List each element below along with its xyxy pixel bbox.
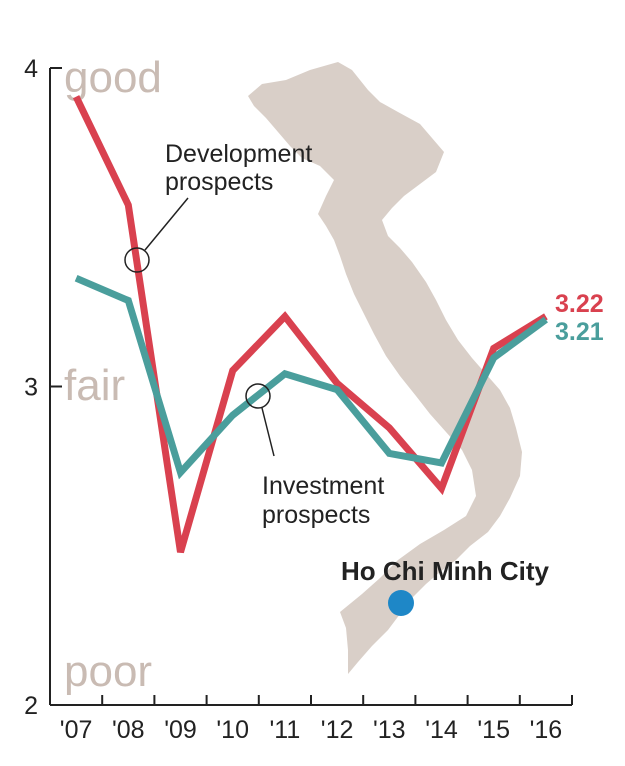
development-end-label: 3.22	[555, 290, 604, 318]
development-callout-line2: prospects	[165, 168, 273, 196]
quality-word-fair: fair	[64, 361, 125, 410]
quality-word-poor: poor	[64, 647, 152, 696]
x-tick-label: '07	[60, 716, 93, 744]
x-tick-label: '15	[477, 716, 510, 744]
x-tick-label: '16	[530, 716, 563, 744]
series-layer	[72, 95, 548, 554]
investment-end-label: 3.21	[555, 318, 604, 346]
y-tick-label: 4	[24, 55, 38, 83]
x-tick-label: '11	[270, 716, 301, 744]
y-ticks: 2 3 4	[24, 55, 62, 720]
x-ticks: '07 '08 '09 '10 '11 '12 '13 '14 '15 '16	[49, 695, 573, 744]
vietnam-map-silhouette	[248, 62, 522, 674]
x-tick-label: '13	[373, 716, 406, 744]
y-tick-label: 2	[24, 692, 38, 720]
y-tick-label: 3	[24, 374, 38, 402]
investment-callout-line1: Investment	[262, 472, 384, 500]
investment-callout-line2: prospects	[262, 501, 370, 529]
x-tick-label: '08	[112, 716, 145, 744]
development-callout-circle	[124, 247, 150, 273]
x-tick-label: '09	[164, 716, 197, 744]
x-tick-label: '12	[321, 716, 354, 744]
development-callout-leader	[144, 197, 189, 251]
development-callout-line1: Development	[165, 140, 312, 168]
x-tick-label: '10	[216, 716, 249, 744]
ho-chi-minh-city-marker	[388, 590, 414, 616]
investment-prospects-line	[74, 274, 548, 480]
investment-callout-leader	[261, 407, 275, 457]
ho-chi-minh-city-label: Ho Chi Minh City	[341, 556, 550, 586]
investment-callout-circle	[245, 383, 271, 409]
x-tick-label: '14	[425, 716, 458, 744]
quality-word-good: good	[64, 53, 162, 102]
